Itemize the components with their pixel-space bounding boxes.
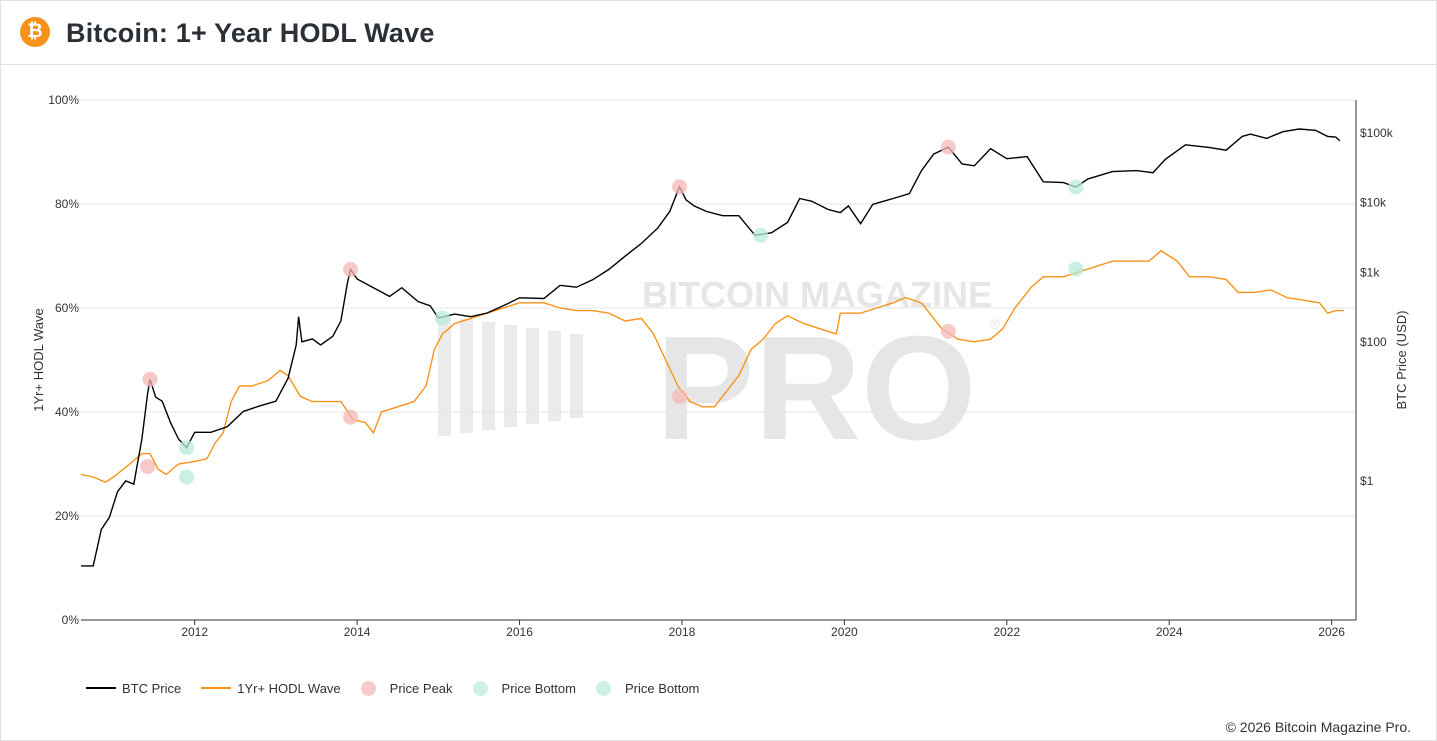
- price-bottom-marker: [179, 469, 195, 485]
- legend-item-price-bottom[interactable]: Price Bottom: [472, 680, 576, 696]
- y-right-tick-label: $1: [1360, 474, 1374, 488]
- watermark-bar: [482, 322, 495, 430]
- watermark-bar: [548, 331, 561, 421]
- y-left-tick-label: 20%: [55, 509, 79, 523]
- legend-dot-pink-icon: [360, 680, 376, 696]
- x-tick-label: 2024: [1156, 625, 1183, 639]
- y-left-tick-label: 100%: [48, 93, 79, 107]
- price-bottom-marker: [1068, 261, 1084, 277]
- x-tick-label: 2020: [831, 625, 858, 639]
- page-title: Bitcoin: 1+ Year HODL Wave: [66, 18, 435, 48]
- legend-dot-mint-icon: [472, 680, 488, 696]
- legend-item-btc-price[interactable]: BTC Price: [86, 681, 181, 696]
- price-peak-marker: [940, 139, 956, 155]
- watermark-bar: [460, 319, 473, 433]
- price-peak-marker: [140, 459, 156, 475]
- x-tick-label: 2026: [1318, 625, 1345, 639]
- price-bottom-marker: [434, 310, 450, 326]
- copyright: © 2026 Bitcoin Magazine Pro.: [1225, 719, 1411, 735]
- y-right-tick-label: $1k: [1360, 265, 1380, 279]
- price-peak-marker: [343, 409, 359, 425]
- legend-label: BTC Price: [122, 680, 182, 696]
- price-bottom-marker: [753, 227, 769, 243]
- price-bottom-marker: [179, 440, 195, 456]
- y-left-tick-label: 80%: [55, 197, 79, 211]
- price-peak-marker: [142, 371, 158, 387]
- bitcoin-logo-icon: ₿: [20, 17, 50, 47]
- y-right-tick-label: $100: [1360, 335, 1387, 349]
- price-peak-marker: [672, 179, 688, 195]
- price-peak-marker: [343, 261, 359, 277]
- y-left-tick-label: 0%: [62, 613, 80, 627]
- legend-label: Price Bottom: [501, 680, 576, 696]
- watermark-bar: [504, 325, 517, 427]
- legend-item-hodl-wave[interactable]: 1Yr+ HODL Wave: [201, 680, 341, 696]
- series-btc-price-line: [81, 128, 1341, 567]
- x-tick-label: 2014: [344, 625, 371, 639]
- page-header: ₿ Bitcoin: 1+ Year HODL Wave: [0, 0, 1437, 65]
- y-right-tick-label: $10k: [1360, 196, 1387, 210]
- legend-item-price-peak[interactable]: Price Peak: [360, 680, 453, 696]
- watermark-bar: [570, 334, 583, 418]
- x-tick-label: 2018: [669, 625, 696, 639]
- series-hodl-wave-line: [80, 249, 1344, 483]
- x-tick-label: 2012: [181, 625, 208, 639]
- y-left-tick-label: 40%: [55, 405, 79, 419]
- legend-item-price-bottom-2[interactable]: Price Bottom: [595, 680, 700, 696]
- price-bottom-marker: [1068, 179, 1084, 195]
- legend-label: Price Peak: [389, 680, 453, 696]
- watermark-registered-mark: ®: [990, 316, 1001, 332]
- price-peak-marker: [940, 323, 956, 339]
- legend-line-black-icon: [86, 687, 116, 689]
- x-tick-label: 2022: [993, 625, 1020, 639]
- chart-legend: BTC Price 1Yr+ HODL Wave Price Peak Pric…: [86, 679, 719, 697]
- watermark-bar: [438, 316, 451, 436]
- legend-line-orange-icon: [201, 687, 232, 689]
- axes: 0% 20% 40% 60% 80% 100% $1 $100 $1k $10k $100k 2012…: [31, 93, 1409, 639]
- price-peak-marker: [672, 388, 688, 404]
- y-right-axis-title: BTC Price (USD): [1394, 311, 1409, 410]
- y-left-tick-label: 60%: [55, 301, 79, 315]
- watermark-line2: PRO: [656, 306, 977, 471]
- legend-dot-mint-icon: [595, 680, 611, 696]
- legend-label: Price Bottom: [624, 680, 700, 696]
- y-right-tick-label: $100k: [1360, 126, 1394, 140]
- x-tick-label: 2016: [506, 625, 533, 639]
- series-layer: [80, 128, 1344, 567]
- watermark-bar: [526, 328, 539, 424]
- y-left-axis-title: 1Yr+ HODL Wave: [31, 308, 46, 411]
- legend-label: 1Yr+ HODL Wave: [237, 680, 341, 696]
